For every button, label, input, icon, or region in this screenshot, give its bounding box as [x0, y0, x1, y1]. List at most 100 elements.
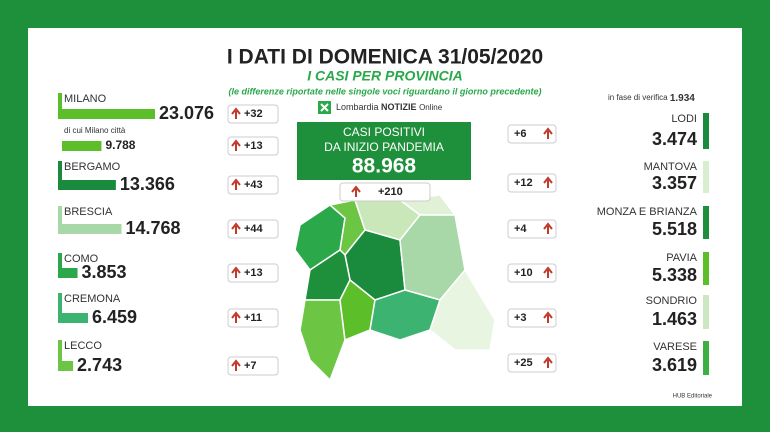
delta-box	[227, 308, 279, 328]
up-arrow	[543, 356, 553, 368]
up-arrow	[543, 311, 553, 323]
province-value: 3.357	[652, 173, 697, 193]
logo-mark	[320, 103, 329, 112]
logo-text: Lombardia	[336, 102, 379, 112]
province-name: SONDRIO	[646, 295, 698, 307]
province-name: COMO	[64, 253, 99, 265]
up-arrow	[543, 176, 553, 188]
province-bar	[62, 268, 78, 278]
province-value: 6.459	[92, 307, 137, 327]
delta: +25	[514, 357, 533, 369]
accent	[703, 252, 709, 285]
province-name: VARESE	[653, 341, 697, 353]
province-name: LODI	[671, 113, 697, 125]
province-bar	[62, 361, 74, 371]
delta-box	[507, 219, 557, 239]
up-arrow	[231, 222, 241, 234]
logo-suffix: Online	[419, 103, 443, 112]
delta: +32	[244, 108, 263, 120]
province-name: PAVIA	[666, 252, 697, 264]
province-value: 5.338	[652, 265, 697, 285]
up-arrow	[231, 311, 241, 323]
delta-box	[227, 219, 279, 239]
logo: Lombardia NOTIZIE Online	[336, 102, 443, 112]
verification-value: 1.934	[670, 93, 695, 104]
delta-box	[507, 308, 557, 328]
province-value: 1.463	[652, 309, 697, 329]
delta: +44	[244, 223, 264, 235]
up-arrow	[231, 266, 241, 278]
up-arrow	[231, 107, 241, 119]
total-line1: CASI POSITIVI	[343, 125, 425, 139]
accent	[58, 93, 62, 119]
province-value: 5.518	[652, 219, 697, 239]
delta: +6	[514, 128, 527, 140]
delta: +12	[514, 177, 533, 189]
accent	[58, 161, 62, 190]
delta-box	[227, 175, 279, 195]
province-name: di cui Milano città	[64, 126, 126, 135]
province-value: 3.619	[652, 355, 697, 375]
province-value: 2.743	[77, 355, 122, 375]
total-box	[297, 122, 471, 180]
province-name: BRESCIA	[64, 206, 113, 218]
delta: +43	[244, 179, 263, 191]
note: (le differenze riportate nelle singole v…	[229, 86, 542, 96]
delta: +4	[514, 223, 527, 235]
delta-box	[227, 263, 279, 283]
footer: HUB Editoriale	[673, 394, 713, 400]
province-value: 3.853	[82, 262, 127, 282]
accent	[703, 113, 709, 149]
accent	[703, 341, 709, 375]
province-name: MONZA E BRIANZA	[597, 206, 698, 218]
delta: +13	[244, 140, 263, 152]
up-arrow	[231, 359, 241, 371]
delta-box	[227, 104, 279, 124]
delta-box	[227, 356, 279, 376]
delta-box	[507, 263, 557, 283]
subtitle: I CASI PER PROVINCIA	[307, 68, 463, 84]
province-name: MANTOVA	[644, 161, 698, 173]
province-bar	[62, 313, 89, 323]
up-arrow	[231, 139, 241, 151]
accent	[703, 206, 709, 239]
verification: in fase di verifica 1.934	[608, 93, 695, 104]
province-name: LECCO	[64, 340, 102, 352]
province-name: BERGAMO	[64, 161, 121, 173]
province-value: 23.076	[159, 103, 214, 123]
delta-box	[227, 136, 279, 156]
accent	[58, 293, 62, 323]
province-name: CREMONA	[64, 293, 121, 305]
delta: +3	[514, 312, 527, 324]
delta: +11	[244, 312, 262, 324]
map	[294, 194, 496, 382]
delta-box	[507, 353, 557, 373]
up-arrow	[231, 178, 241, 190]
delta: +10	[514, 267, 533, 279]
verification-label: in fase di verifica	[608, 93, 668, 102]
province-value: 3.474	[652, 129, 697, 149]
total-value: 88.968	[352, 155, 417, 178]
province-bar	[62, 141, 102, 151]
delta-box	[507, 173, 557, 193]
up-arrow	[543, 222, 553, 234]
accent	[703, 161, 709, 193]
accent	[58, 253, 62, 278]
total-delta: +210	[378, 186, 403, 198]
delta: +7	[244, 360, 257, 372]
total-delta-box	[339, 182, 431, 202]
province-bar	[62, 224, 122, 234]
up-arrow	[543, 127, 553, 139]
province-bar	[62, 109, 155, 119]
title: I DATI DI DOMENICA 31/05/2020	[227, 46, 543, 69]
province-value: 9.788	[105, 138, 135, 152]
province-value: 13.366	[120, 174, 175, 194]
province-name: MILANO	[64, 93, 107, 105]
logo-brand: NOTIZIE	[381, 102, 417, 112]
delta: +13	[244, 267, 263, 279]
accent	[58, 340, 62, 371]
accent	[703, 295, 709, 329]
up-arrow	[543, 266, 553, 278]
